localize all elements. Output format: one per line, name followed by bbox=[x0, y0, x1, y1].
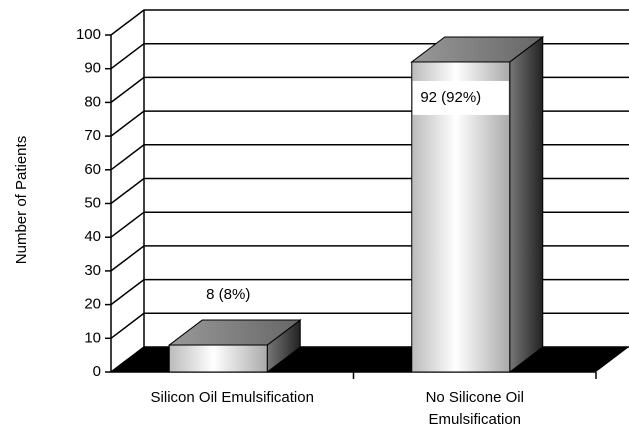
value-label-box bbox=[412, 80, 509, 115]
grid-line bbox=[110, 278, 629, 306]
bar-side bbox=[509, 35, 544, 374]
y-tick-label: 50 bbox=[84, 194, 101, 211]
y-tick-label: 30 bbox=[84, 262, 101, 279]
y-tick-label: 70 bbox=[84, 127, 101, 144]
grid-line bbox=[110, 42, 629, 70]
value-label: 8 (8%) bbox=[206, 286, 250, 303]
grid-line bbox=[110, 144, 629, 171]
y-tick-label: 20 bbox=[84, 296, 101, 313]
grid-line bbox=[110, 211, 629, 238]
y-tick-label: 0 bbox=[93, 363, 101, 380]
bar bbox=[168, 344, 268, 373]
y-tick-label: 100 bbox=[76, 26, 101, 43]
x-tick-label: No Silicone Oil Emulsification bbox=[426, 389, 524, 428]
y-tick-label: 80 bbox=[84, 93, 101, 110]
y-tick-label: 40 bbox=[84, 228, 101, 245]
x-tick-label: Silicon Oil Emulsification bbox=[151, 389, 314, 406]
grid-line bbox=[110, 177, 629, 205]
grid-line bbox=[110, 76, 629, 103]
grid-line bbox=[110, 245, 629, 272]
grid-line bbox=[110, 9, 629, 36]
y-tick-label: 90 bbox=[84, 60, 101, 77]
y-axis-title: Number of Patients bbox=[13, 136, 30, 264]
value-label: 92 (92%) bbox=[420, 89, 481, 106]
grid-line bbox=[110, 110, 629, 137]
y-tick-label: 60 bbox=[84, 161, 101, 178]
y-tick-label: 10 bbox=[84, 329, 101, 346]
